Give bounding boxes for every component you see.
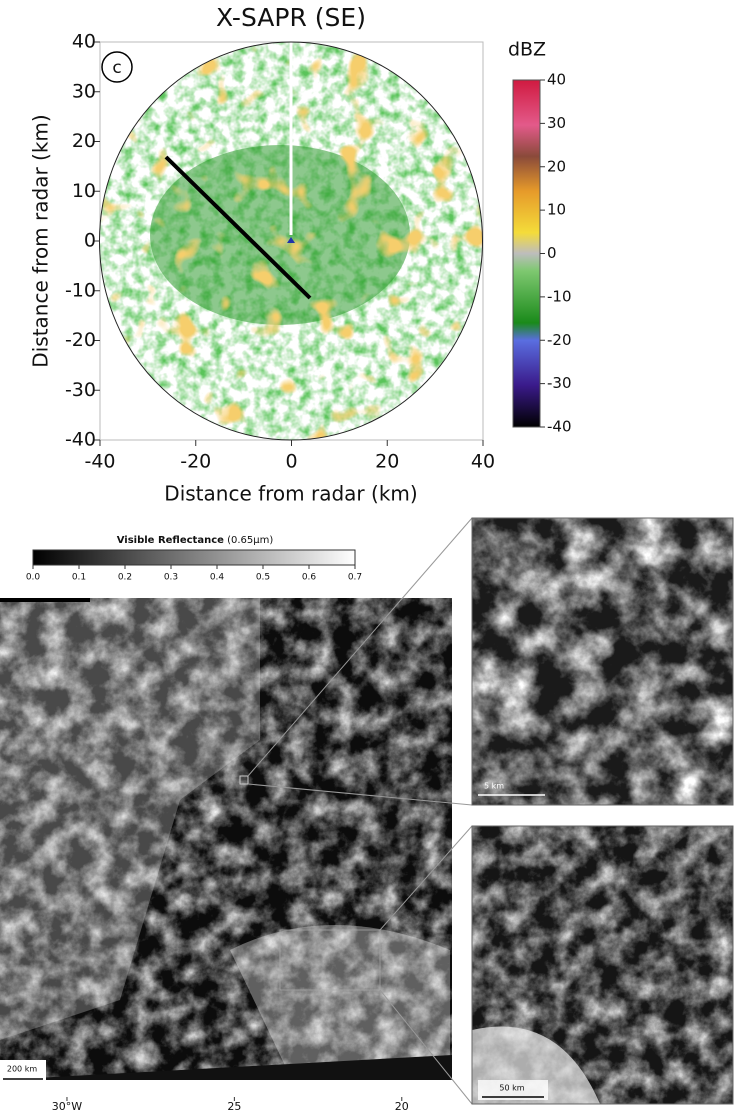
x-axis-label: Distance from radar (km) [164,482,417,506]
scale-bar: 50 km [478,1080,548,1100]
inset-image [472,826,733,1104]
satellite-image [0,598,452,1097]
colorbar [33,550,355,565]
scale-bar-label: 200 km [7,1065,37,1074]
colorbar-tick-label: 0.0 [26,573,41,583]
colorbar-tick-label: 0.3 [164,573,178,583]
y-tick-label: -20 [65,329,96,351]
colorbar-unit: (0.65µm) [227,535,273,546]
colorbar-tick-label: 0.4 [210,573,225,583]
colorbar-title: Visible Reflectance (0.65µm) [117,535,274,546]
y-tick-label: -40 [65,429,96,451]
colorbar-tick-label: 0.5 [256,573,270,583]
x-tick-label: 25 [227,1100,241,1113]
colorbar-tick-label: 30 [547,114,566,132]
colorbar-tick-label: -40 [547,418,572,436]
panel-label: c [112,58,121,78]
y-tick-label: 20 [72,130,96,152]
colorbar-tick-label: 0.7 [348,573,362,583]
y-tick-label: 30 [72,80,96,102]
colorbar-label: dBZ [508,39,546,61]
colorbar-tick-label: 0.2 [118,573,132,583]
colorbar-tick-label: 10 [547,201,566,219]
colorbar [513,80,540,427]
scale-bar-label: 5 km [484,782,504,791]
x-tick-label: 30°W [52,1100,82,1113]
colorbar-label: Visible Reflectance [117,535,224,546]
colorbar-tick-label: 0.1 [72,573,86,583]
inset-image [472,518,733,805]
x-tick-label: -20 [180,451,211,473]
y-axis-label: Distance from radar (km) [29,114,53,367]
y-tick-label: 40 [72,31,96,53]
colorbar-tick-label: -30 [547,374,572,392]
x-tick-label: 40 [471,451,495,473]
colorbar-tick-label: -10 [547,287,572,305]
y-tick-label: -30 [65,379,96,401]
colorbar-tick-label: -20 [547,331,572,349]
y-tick-label: -10 [65,279,96,301]
x-tick-label: 0 [285,451,297,473]
colorbar-tick-label: 20 [547,157,566,175]
x-tick-label: -40 [84,451,115,473]
x-tick-label: 20 [375,451,399,473]
scale-bar: 200 km [0,1060,46,1082]
y-tick-label: 0 [84,230,96,252]
scale-bar-label: 50 km [499,1084,524,1093]
colorbar-tick-label: 0 [547,244,557,262]
y-tick-label: 10 [72,180,96,202]
colorbar-tick-label: 0.6 [302,573,317,583]
colorbar-tick-label: 40 [547,71,566,89]
x-tick-label: 20 [395,1100,409,1113]
figure: X-SAPR (SE) c Distance from radar (km) D… [0,0,735,1114]
chart-title: X-SAPR (SE) [216,3,366,32]
